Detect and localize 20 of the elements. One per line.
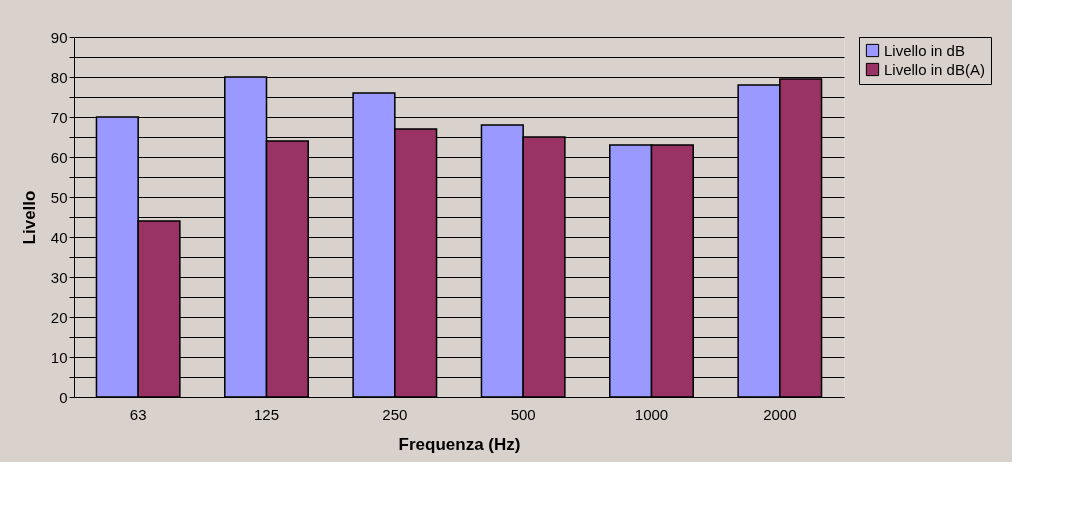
y-tick-label: 50 [50,188,68,206]
x-tick-label: 500 [510,405,536,423]
legend-label: Livello in dB [884,41,965,59]
x-tick-label: 250 [382,405,408,423]
y-tick-label: 70 [50,108,68,126]
x-tick-label: 63 [129,405,147,423]
y-tick-label: 90 [50,28,68,46]
x-axis-title: Frequenza (Hz) [398,434,521,454]
y-tick-label: 60 [50,148,68,166]
x-tick-label: 1000 [634,405,669,423]
y-axis-title: Livello [19,190,39,245]
y-tick-label: 10 [50,348,68,366]
legend-label: Livello in dB(A) [884,60,985,78]
y-tick-label: 0 [59,388,68,406]
y-tick-label: 20 [50,308,68,326]
x-tick-label: 125 [253,405,280,423]
y-tick-label: 80 [50,68,68,86]
x-tick-label: 2000 [763,405,797,423]
y-tick-label: 30 [50,268,68,286]
y-tick-label: 40 [50,228,68,246]
